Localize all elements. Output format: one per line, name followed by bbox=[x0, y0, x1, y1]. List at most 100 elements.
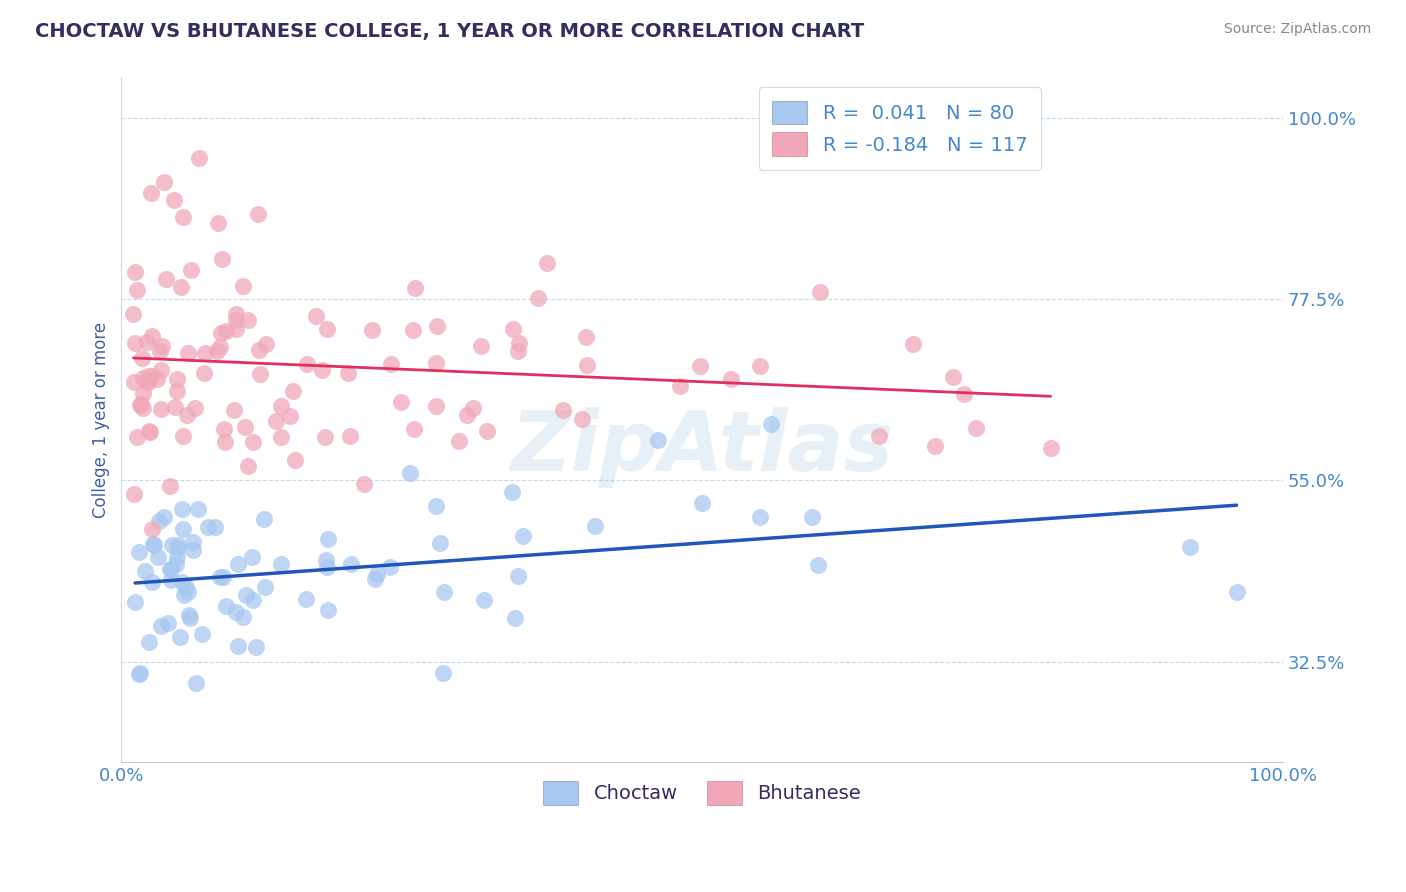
Point bbox=[211, 252, 233, 266]
Point bbox=[366, 567, 388, 582]
Point bbox=[242, 434, 264, 449]
Point bbox=[316, 560, 339, 574]
Point bbox=[426, 319, 449, 334]
Point bbox=[172, 522, 194, 536]
Point bbox=[125, 283, 148, 297]
Point bbox=[125, 430, 148, 444]
Point bbox=[749, 359, 772, 373]
Point bbox=[297, 357, 319, 371]
Point bbox=[240, 549, 263, 564]
Point bbox=[311, 363, 333, 377]
Point bbox=[209, 340, 232, 354]
Point bbox=[150, 339, 173, 353]
Point bbox=[380, 358, 402, 372]
Point bbox=[314, 430, 336, 444]
Point bbox=[318, 602, 340, 616]
Point bbox=[689, 359, 711, 373]
Point bbox=[179, 607, 201, 622]
Point bbox=[398, 466, 420, 480]
Point bbox=[159, 562, 181, 576]
Point bbox=[122, 376, 145, 390]
Point bbox=[174, 581, 197, 595]
Point bbox=[249, 368, 271, 382]
Point bbox=[128, 398, 150, 412]
Point bbox=[404, 281, 426, 295]
Legend: Choctaw, Bhutanese: Choctaw, Bhutanese bbox=[533, 772, 870, 814]
Point bbox=[170, 502, 193, 516]
Point bbox=[226, 558, 249, 572]
Point bbox=[295, 592, 318, 607]
Point bbox=[389, 394, 412, 409]
Point bbox=[191, 626, 214, 640]
Point bbox=[225, 313, 247, 327]
Point bbox=[1039, 442, 1062, 456]
Point bbox=[138, 425, 160, 439]
Point bbox=[136, 376, 159, 390]
Point bbox=[139, 186, 162, 201]
Point bbox=[242, 593, 264, 607]
Point bbox=[404, 422, 426, 436]
Point bbox=[134, 565, 156, 579]
Point bbox=[233, 419, 256, 434]
Point bbox=[868, 428, 890, 442]
Point bbox=[749, 510, 772, 524]
Point bbox=[142, 537, 165, 551]
Point bbox=[254, 337, 277, 351]
Point bbox=[122, 487, 145, 501]
Point bbox=[246, 207, 269, 221]
Point bbox=[284, 453, 307, 467]
Point bbox=[146, 372, 169, 386]
Point bbox=[207, 343, 229, 358]
Point bbox=[128, 665, 150, 680]
Point bbox=[181, 535, 204, 549]
Point bbox=[159, 479, 181, 493]
Point bbox=[136, 369, 159, 384]
Point bbox=[179, 610, 201, 624]
Point bbox=[232, 610, 254, 624]
Point bbox=[132, 401, 155, 416]
Point bbox=[148, 514, 170, 528]
Point bbox=[305, 309, 328, 323]
Point bbox=[254, 580, 277, 594]
Point bbox=[149, 344, 172, 359]
Point bbox=[508, 335, 530, 350]
Point bbox=[502, 322, 524, 336]
Point bbox=[184, 401, 207, 415]
Point bbox=[165, 400, 187, 414]
Point bbox=[214, 434, 236, 449]
Point bbox=[166, 549, 188, 564]
Point bbox=[576, 358, 599, 372]
Point bbox=[132, 371, 155, 385]
Point bbox=[177, 346, 200, 360]
Point bbox=[281, 384, 304, 398]
Point bbox=[361, 323, 384, 337]
Point bbox=[173, 588, 195, 602]
Point bbox=[339, 558, 361, 572]
Point bbox=[501, 484, 523, 499]
Point bbox=[316, 532, 339, 546]
Point bbox=[150, 363, 173, 377]
Point bbox=[124, 595, 146, 609]
Point bbox=[336, 366, 359, 380]
Point bbox=[245, 640, 267, 654]
Point bbox=[270, 400, 292, 414]
Point bbox=[150, 402, 173, 417]
Point bbox=[238, 313, 260, 327]
Point bbox=[470, 339, 492, 353]
Point bbox=[808, 285, 831, 299]
Point bbox=[141, 575, 163, 590]
Point bbox=[124, 335, 146, 350]
Point bbox=[339, 429, 361, 443]
Point bbox=[264, 414, 287, 428]
Point bbox=[160, 574, 183, 588]
Point bbox=[187, 502, 209, 516]
Point bbox=[225, 322, 247, 336]
Point bbox=[551, 402, 574, 417]
Point bbox=[953, 387, 976, 401]
Point bbox=[270, 430, 292, 444]
Point bbox=[425, 355, 447, 369]
Point bbox=[364, 572, 387, 586]
Point bbox=[232, 278, 254, 293]
Point bbox=[197, 520, 219, 534]
Point bbox=[131, 351, 153, 366]
